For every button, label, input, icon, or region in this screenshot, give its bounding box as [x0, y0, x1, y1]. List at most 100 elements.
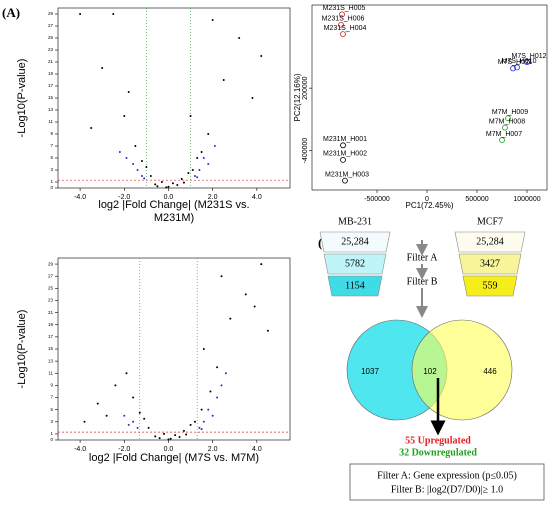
point — [171, 182, 174, 185]
point — [198, 169, 201, 171]
point — [338, 21, 344, 28]
x-axis-label: PC1(72.45%) — [405, 201, 453, 210]
x-tick-label: 500000 — [465, 196, 488, 203]
point-label: M7M_H009 — [492, 109, 528, 116]
funnel-level: 25,284 — [476, 236, 504, 247]
funnel-right — [454, 231, 526, 297]
x-tick-label: -4.0 — [74, 194, 86, 201]
y-tick-label: 5 — [50, 407, 53, 412]
y-axis-label: -Log10(P-value) — [16, 310, 28, 389]
point — [499, 137, 505, 144]
y-tick-label: 17 — [48, 334, 54, 339]
group-name: MB-231 — [338, 216, 372, 227]
y-tick-label: 27 — [48, 273, 54, 278]
x-axis-label: M231M) — [154, 212, 194, 224]
x-tick-label: 4.0 — [252, 194, 262, 201]
point — [260, 263, 263, 266]
point-label: M7S_H010 — [501, 58, 536, 65]
y-tick-label: 23 — [48, 298, 54, 303]
point — [154, 435, 157, 438]
point — [202, 157, 205, 159]
point — [340, 142, 346, 149]
point — [182, 429, 185, 432]
y-tick-label: -400000 — [302, 138, 309, 164]
point — [505, 115, 511, 122]
point — [207, 408, 210, 411]
point — [200, 428, 203, 431]
point — [96, 402, 99, 405]
point — [229, 317, 232, 320]
point — [125, 372, 128, 375]
x-tick-label: -2.0 — [118, 194, 130, 201]
y-tick-label: 13 — [48, 358, 54, 363]
point — [165, 186, 168, 189]
point — [209, 390, 212, 393]
point — [105, 414, 108, 417]
point — [123, 115, 126, 117]
point — [90, 127, 93, 129]
point — [101, 67, 104, 69]
legend-text: Filter B: |log2(D7/D0)|≥ 1.0 — [391, 484, 503, 495]
x-tick-label: -500000 — [364, 196, 390, 203]
point-label: M231M_H002 — [323, 151, 367, 158]
y-tick-label: 25 — [48, 286, 54, 291]
result: 32 Downregulated — [399, 447, 477, 458]
point — [191, 169, 194, 171]
venn-count: 102 — [423, 367, 437, 376]
x-axis-label: log2 |Fold Change| (M7S vs. M7M) — [89, 452, 259, 464]
x-tick-label: 2.0 — [208, 194, 218, 201]
funnel-level: 25,284 — [341, 236, 369, 247]
point — [114, 384, 117, 387]
point — [342, 177, 348, 184]
legend-text: Filter A: Gene expression (p≤0.05) — [377, 470, 517, 481]
y-tick-label: 27 — [48, 23, 54, 28]
point — [196, 157, 199, 159]
result: 55 Upregulated — [405, 435, 471, 446]
point — [123, 414, 126, 417]
y-tick-label: 13 — [48, 107, 54, 112]
point — [207, 133, 210, 135]
point — [216, 396, 219, 399]
point — [340, 156, 346, 163]
point-label: M7M_H007 — [486, 131, 522, 138]
point — [524, 59, 530, 66]
point — [193, 420, 196, 423]
point — [202, 420, 205, 423]
x-axis-label: log2 |Fold Change| (M231S vs. — [98, 199, 249, 211]
point — [514, 64, 520, 71]
y-tick-label: 3 — [50, 167, 53, 172]
y-tick-label: 25 — [48, 35, 54, 40]
y-tick-label: 9 — [50, 383, 53, 388]
point-label: M7S_H011 — [498, 59, 533, 66]
point — [211, 19, 214, 21]
y-tick-label: 23 — [48, 47, 54, 52]
point — [132, 420, 135, 423]
y-tick-label: 15 — [48, 346, 54, 351]
plot-frame — [311, 4, 548, 191]
point — [238, 37, 241, 39]
point — [83, 420, 86, 423]
y-tick-label: 7 — [50, 395, 53, 400]
y-tick-label: 15 — [48, 95, 54, 100]
point — [154, 183, 157, 186]
point — [127, 423, 130, 426]
point-label: M7S_H012 — [511, 53, 546, 60]
point — [339, 11, 345, 18]
legend-box — [349, 463, 545, 501]
funnel-level: 5782 — [345, 258, 365, 269]
point — [253, 305, 256, 308]
point — [147, 426, 150, 429]
point — [340, 31, 346, 38]
point — [187, 172, 190, 174]
point — [180, 178, 183, 180]
y-tick-label: 19 — [48, 71, 54, 76]
point — [222, 79, 225, 81]
point — [185, 433, 188, 436]
point — [140, 160, 143, 162]
y-axis-label: -Log10(P-value) — [16, 59, 28, 138]
point-label: M231S_H004 — [324, 25, 367, 32]
point-label: M7M_H008 — [489, 118, 525, 125]
point — [136, 169, 139, 171]
point-label: M231M_H001 — [323, 136, 367, 143]
point — [502, 124, 508, 131]
